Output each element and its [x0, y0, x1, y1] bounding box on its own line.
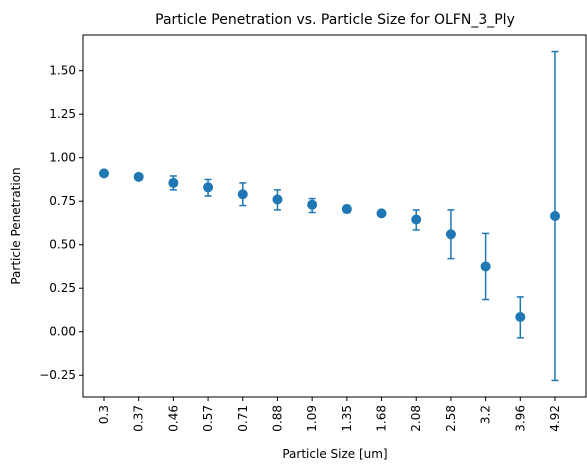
data-point	[341, 204, 352, 215]
data-point	[168, 177, 179, 188]
data-point	[480, 261, 491, 272]
y-axis-title: Particle Penetration	[9, 167, 23, 284]
x-tick-label: 0.57	[201, 405, 215, 432]
data-point	[445, 229, 456, 240]
x-tick-label: 0.3	[97, 405, 111, 424]
x-tick-label: 0.46	[166, 405, 180, 432]
x-tick-label: 0.88	[270, 405, 284, 432]
data-point	[411, 214, 422, 225]
chart-title: Particle Penetration vs. Particle Size f…	[155, 12, 515, 28]
x-tick-label: 4.92	[548, 405, 562, 432]
plot-area: −0.25 0.00 0.25 0.50 0.75 1.00 1.25 1.50 0.3 0.37…	[39, 34, 587, 432]
x-axis-title: Particle Size [um]	[282, 447, 387, 461]
y-tick-label: 1.00	[49, 151, 76, 165]
y-tick-label: 0.25	[49, 281, 76, 295]
y-tick-label: 0.50	[49, 238, 76, 252]
data-point	[550, 211, 560, 221]
data-point	[376, 208, 387, 219]
x-tick-label: 1.09	[305, 405, 319, 432]
x-tick-label: 0.71	[236, 405, 250, 432]
x-tick-label: 0.37	[132, 405, 146, 432]
data-point	[133, 171, 144, 182]
data-point	[515, 311, 526, 322]
data-point	[237, 189, 248, 200]
y-tick-label: −0.25	[39, 368, 76, 382]
data-point	[99, 168, 109, 179]
data-point	[307, 199, 318, 210]
x-tick-label: 1.68	[375, 405, 389, 432]
x-tick-label: 1.35	[340, 405, 354, 432]
y-tick-label: 1.25	[49, 107, 76, 121]
y-tick-label: 0.00	[49, 325, 76, 339]
y-tick-label: 0.75	[49, 194, 76, 208]
x-tick-label: 2.08	[409, 405, 423, 432]
x-tick-label: 3.96	[513, 405, 527, 432]
x-tick-label: 2.58	[444, 405, 458, 432]
x-tick-label: 3.2	[479, 405, 493, 424]
data-point	[203, 182, 214, 193]
axes-frame	[82, 34, 587, 398]
y-tick-label: 1.50	[49, 64, 76, 78]
data-point	[272, 194, 283, 205]
